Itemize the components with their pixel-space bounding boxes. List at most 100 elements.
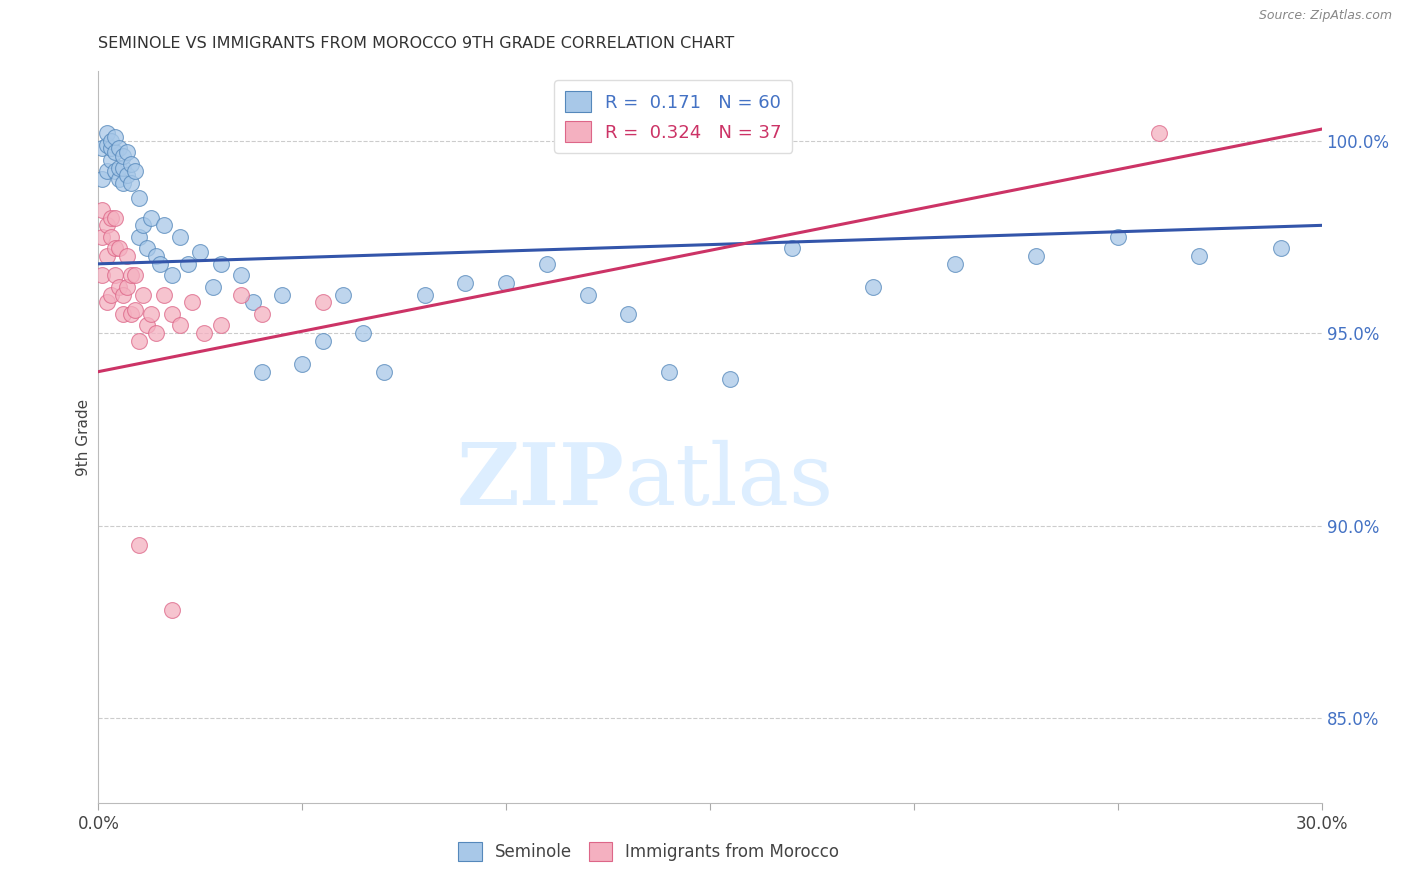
Point	[96, 137, 118, 152]
Text: SEMINOLE VS IMMIGRANTS FROM MOROCCO 9TH GRADE CORRELATION CHART: SEMINOLE VS IMMIGRANTS FROM MOROCCO 9TH …	[98, 36, 735, 51]
Point	[145, 249, 167, 263]
Point	[152, 287, 174, 301]
Point	[124, 268, 146, 283]
Point	[115, 280, 138, 294]
Point	[943, 257, 966, 271]
Point	[136, 318, 159, 333]
Point	[1270, 242, 1292, 256]
Point	[188, 245, 212, 260]
Point	[312, 295, 335, 310]
Point	[1107, 230, 1129, 244]
Point	[100, 230, 122, 244]
Point	[120, 307, 142, 321]
Point	[149, 257, 172, 271]
Point	[209, 318, 232, 333]
Point	[312, 334, 335, 348]
Point	[128, 230, 150, 244]
Legend: Seminole, Immigrants from Morocco: Seminole, Immigrants from Morocco	[451, 835, 846, 868]
Point	[352, 326, 374, 340]
Point	[104, 211, 127, 225]
Point	[1147, 126, 1170, 140]
Point	[617, 307, 640, 321]
Point	[104, 129, 127, 144]
Point	[250, 365, 273, 379]
Point	[231, 268, 253, 283]
Point	[100, 141, 122, 155]
Point	[136, 242, 159, 256]
Point	[132, 287, 155, 301]
Point	[128, 334, 150, 348]
Point	[862, 280, 884, 294]
Point	[108, 242, 131, 256]
Point	[145, 326, 167, 340]
Point	[177, 257, 200, 271]
Point	[270, 287, 294, 301]
Point	[91, 202, 114, 217]
Point	[413, 287, 436, 301]
Point	[120, 176, 142, 190]
Point	[169, 318, 191, 333]
Point	[169, 230, 191, 244]
Point	[115, 249, 138, 263]
Point	[100, 153, 122, 167]
Point	[160, 603, 183, 617]
Point	[100, 134, 122, 148]
Point	[250, 307, 273, 321]
Point	[111, 176, 134, 190]
Point	[1025, 249, 1047, 263]
Point	[108, 141, 131, 155]
Point	[201, 280, 224, 294]
Point	[332, 287, 354, 301]
Point	[100, 287, 122, 301]
Point	[242, 295, 264, 310]
Point	[141, 307, 163, 321]
Point	[495, 276, 517, 290]
Point	[111, 161, 134, 175]
Point	[91, 268, 114, 283]
Point	[291, 357, 314, 371]
Point	[96, 249, 118, 263]
Point	[160, 268, 183, 283]
Text: ZIP: ZIP	[457, 439, 624, 523]
Point	[1188, 249, 1211, 263]
Point	[454, 276, 477, 290]
Point	[231, 287, 253, 301]
Point	[209, 257, 232, 271]
Point	[104, 145, 127, 160]
Y-axis label: 9th Grade: 9th Grade	[76, 399, 91, 475]
Point	[124, 303, 146, 318]
Point	[120, 157, 142, 171]
Point	[96, 219, 118, 233]
Point	[720, 372, 742, 386]
Point	[108, 161, 131, 175]
Text: Source: ZipAtlas.com: Source: ZipAtlas.com	[1258, 9, 1392, 22]
Point	[96, 295, 118, 310]
Point	[536, 257, 558, 271]
Point	[128, 191, 150, 205]
Point	[108, 280, 131, 294]
Point	[111, 287, 134, 301]
Point	[181, 295, 204, 310]
Point	[576, 287, 599, 301]
Point	[91, 172, 114, 186]
Point	[104, 268, 127, 283]
Point	[111, 149, 134, 163]
Point	[141, 211, 163, 225]
Point	[124, 164, 146, 178]
Point	[132, 219, 155, 233]
Point	[658, 365, 681, 379]
Point	[108, 172, 131, 186]
Point	[128, 538, 150, 552]
Point	[115, 169, 138, 183]
Point	[96, 164, 118, 178]
Point	[152, 219, 174, 233]
Point	[91, 141, 114, 155]
Point	[193, 326, 215, 340]
Point	[104, 242, 127, 256]
Point	[91, 230, 114, 244]
Point	[104, 164, 127, 178]
Text: atlas: atlas	[624, 440, 834, 523]
Point	[100, 211, 122, 225]
Point	[96, 126, 118, 140]
Point	[115, 145, 138, 160]
